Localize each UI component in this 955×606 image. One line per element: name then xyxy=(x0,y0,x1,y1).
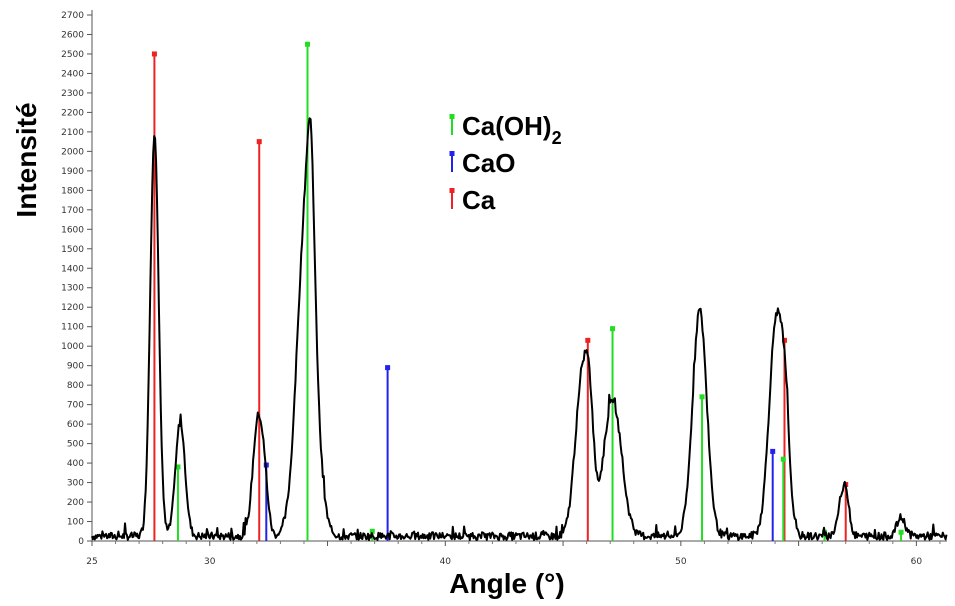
y-tick-label: 2500 xyxy=(61,50,84,60)
reference-line-cap xyxy=(585,337,591,343)
y-tick-label: 900 xyxy=(67,362,84,372)
y-tick-label: 2600 xyxy=(61,30,84,40)
y-tick-label: 2300 xyxy=(61,89,84,99)
legend-entry-label: Ca(OH)2 xyxy=(462,111,562,148)
legend-entry-label: CaO xyxy=(462,148,515,178)
y-tick-label: 1300 xyxy=(61,284,84,294)
y-tick-label: 1100 xyxy=(61,323,84,333)
y-tick-label: 1900 xyxy=(61,167,84,177)
y-tick-label: 2000 xyxy=(61,147,84,157)
y-tick-label: 1800 xyxy=(61,186,84,196)
y-tick-label: 400 xyxy=(67,459,84,469)
y-tick-label: 2200 xyxy=(61,108,84,118)
y-tick-label: 1600 xyxy=(61,225,84,235)
x-axis-title: Angle (°) xyxy=(449,568,564,599)
reference-line-cap xyxy=(369,528,375,534)
y-tick-label: 300 xyxy=(67,479,84,489)
reference-line-cap xyxy=(781,337,787,343)
y-tick-label: 100 xyxy=(67,518,84,528)
y-tick-label: 700 xyxy=(67,401,84,411)
reference-line-cap xyxy=(151,51,157,57)
y-tick-label: 600 xyxy=(67,420,84,430)
y-tick-label: 2100 xyxy=(61,128,84,138)
diffraction-pattern-line xyxy=(91,117,948,541)
y-tick-label: 1000 xyxy=(61,342,84,352)
legend-entry-subscript: 2 xyxy=(552,128,562,148)
reference-line-cap xyxy=(898,529,904,535)
y-tick-label: 800 xyxy=(67,381,84,391)
reference-line-cap xyxy=(699,394,705,400)
y-axis-title: Intensité xyxy=(11,102,42,217)
reference-lines xyxy=(151,41,904,541)
x-tick-label: 30 xyxy=(204,557,216,567)
legend-entry-label: Ca xyxy=(462,185,496,215)
x-tick-label: 50 xyxy=(675,557,687,567)
y-tick-label: 2700 xyxy=(61,11,84,21)
y-tick-label: 1200 xyxy=(61,303,84,313)
y-tick-label: 2400 xyxy=(61,69,84,79)
y-tick-label: 1700 xyxy=(61,206,84,216)
y-axis-ticks: 0 100 200 300 400 500 600 700 800 900 1000 1100 1200… xyxy=(61,11,92,547)
x-axis-ticks: 25 30 40 50 60 xyxy=(86,541,941,567)
legend-marker-cap xyxy=(449,151,455,156)
reference-line-cap xyxy=(780,456,786,462)
reference-line-cap xyxy=(770,448,776,454)
reference-line-cap xyxy=(610,326,616,332)
x-tick-label: 60 xyxy=(911,557,923,567)
reference-line-cap xyxy=(385,365,391,371)
legend-marker-cap xyxy=(449,114,455,119)
y-tick-label: 200 xyxy=(67,498,84,508)
x-tick-label: 25 xyxy=(86,557,97,567)
reference-line-cap xyxy=(305,41,311,47)
y-tick-label: 1400 xyxy=(61,264,84,274)
reference-line-cap xyxy=(256,139,262,145)
reference-line-cap xyxy=(175,464,181,470)
axes xyxy=(91,10,947,542)
y-tick-label: 0 xyxy=(78,537,84,547)
y-tick-label: 1500 xyxy=(61,245,84,255)
y-tick-label: 500 xyxy=(67,440,84,450)
legend-marker-cap xyxy=(449,188,455,193)
x-tick-label: 40 xyxy=(440,557,452,567)
